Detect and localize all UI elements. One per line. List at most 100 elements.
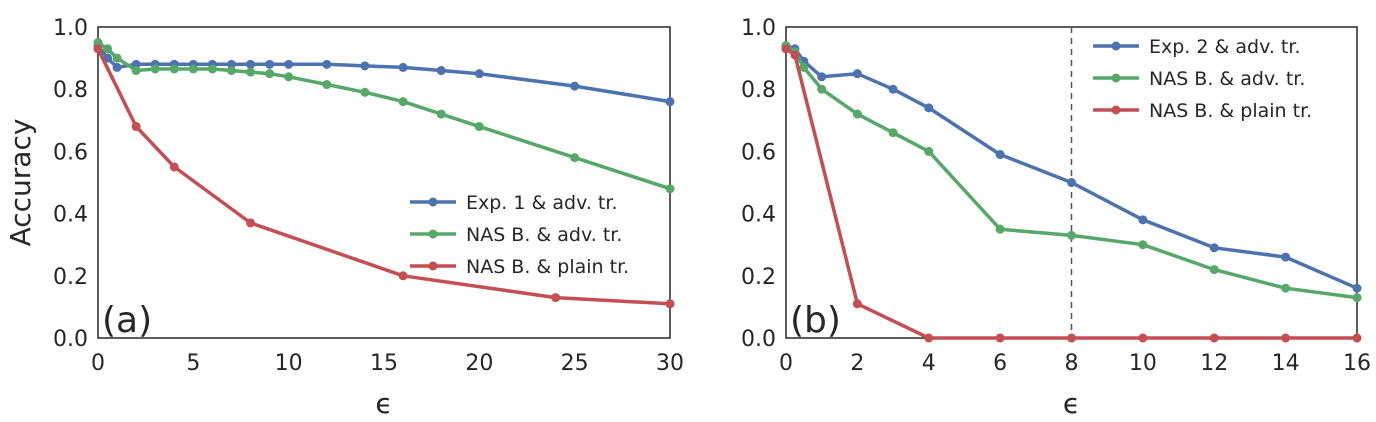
x-tick-label: 5 xyxy=(186,351,200,376)
x-tick-label: 10 xyxy=(275,351,303,376)
data-point xyxy=(436,66,446,76)
x-tick-label: 4 xyxy=(922,351,936,376)
data-point xyxy=(665,184,675,194)
y-tick-label: 0.6 xyxy=(741,140,776,165)
x-tick-label: 20 xyxy=(465,351,493,376)
data-point xyxy=(1067,230,1076,240)
data-point xyxy=(103,44,113,54)
data-point xyxy=(888,128,898,138)
x-tick-label: 30 xyxy=(656,351,684,376)
data-point xyxy=(1281,283,1291,293)
data-point xyxy=(852,109,862,119)
data-point xyxy=(888,84,898,94)
data-point xyxy=(1138,215,1148,225)
plot-frame xyxy=(97,26,671,339)
data-point xyxy=(790,50,800,60)
y-tick-label: 0.2 xyxy=(741,265,776,290)
data-point xyxy=(799,62,809,72)
y-tick-label: 1.0 xyxy=(741,16,776,41)
data-point xyxy=(924,103,934,113)
data-point xyxy=(112,53,122,63)
y-tick-label: 0.0 xyxy=(741,327,776,352)
data-point xyxy=(112,62,122,72)
y-tick-label: 0.8 xyxy=(741,78,776,103)
data-point xyxy=(551,293,561,303)
chart-panel-b: 0 2 4 6 8 10 12 14 16 0.0 0.2 0.4 0.6 0.8 1.0 ϵ Exp. 2 &… xyxy=(741,16,1371,420)
data-point xyxy=(1281,333,1291,343)
data-point xyxy=(665,299,675,309)
data-point xyxy=(398,62,408,72)
y-tick-label: 0.4 xyxy=(53,203,88,228)
data-point xyxy=(1138,240,1148,250)
data-point xyxy=(570,81,580,91)
data-point xyxy=(1209,333,1219,343)
data-point xyxy=(150,64,160,74)
x-tick-label: 15 xyxy=(370,351,398,376)
series-3 xyxy=(93,44,675,309)
legend-marker xyxy=(1111,73,1121,83)
legend-label: NAS B. & adv. tr. xyxy=(1149,68,1305,90)
legend: Exp. 2 & adv. tr. NAS B. & adv. tr. NAS B.… xyxy=(1093,36,1312,122)
data-point xyxy=(188,64,198,74)
x-axis-label: ϵ xyxy=(375,387,392,420)
data-point xyxy=(995,224,1005,234)
y-axis-label: Accuracy xyxy=(4,119,37,247)
data-point xyxy=(1067,178,1076,187)
data-point xyxy=(93,38,103,48)
series-line xyxy=(784,47,1357,340)
data-point xyxy=(1352,333,1362,343)
data-point xyxy=(93,44,103,54)
data-point xyxy=(360,61,370,71)
data-point xyxy=(226,66,236,76)
data-point xyxy=(995,333,1005,343)
legend-marker xyxy=(428,229,438,239)
legend-label: Exp. 1 & adv. tr. xyxy=(466,192,617,214)
legend-marker xyxy=(1111,41,1121,51)
y-tick-label: 1.0 xyxy=(53,16,88,41)
data-point xyxy=(924,146,934,156)
y-tick-label: 0.6 xyxy=(53,140,88,165)
data-point xyxy=(436,109,446,119)
data-point xyxy=(169,162,179,172)
y-tick-label: 0.8 xyxy=(53,78,88,103)
data-point xyxy=(781,44,791,54)
data-point xyxy=(1067,333,1076,343)
data-point xyxy=(852,299,862,309)
y-tick-label: 0.2 xyxy=(53,265,88,290)
data-point xyxy=(1209,243,1219,253)
y-tick-label: 0.0 xyxy=(53,327,88,352)
data-point xyxy=(398,97,408,107)
data-point xyxy=(1352,283,1362,293)
data-point xyxy=(207,64,217,74)
data-point xyxy=(246,67,256,77)
series-2 xyxy=(93,38,675,194)
data-point xyxy=(131,59,141,69)
data-point xyxy=(246,218,256,228)
data-point xyxy=(169,64,179,74)
data-point xyxy=(398,271,408,281)
panel-label: (b) xyxy=(790,300,841,341)
x-axis-label: ϵ xyxy=(1063,387,1080,420)
data-point xyxy=(1281,252,1291,262)
x-tick-label: 14 xyxy=(1272,351,1300,376)
x-tick-label: 16 xyxy=(1343,351,1371,376)
data-point xyxy=(284,72,294,82)
x-tick-label: 25 xyxy=(561,351,589,376)
x-tick-label: 12 xyxy=(1200,351,1228,376)
x-tick-label: 2 xyxy=(850,351,864,376)
legend-label: NAS B. & adv. tr. xyxy=(466,224,622,246)
data-point xyxy=(1352,293,1362,303)
data-point xyxy=(265,59,275,69)
data-point xyxy=(852,69,862,79)
x-tick-label: 0 xyxy=(779,351,793,376)
data-point xyxy=(322,59,332,69)
x-tick-label: 0 xyxy=(91,351,105,376)
data-point xyxy=(131,66,141,76)
data-point xyxy=(817,84,827,94)
data-point xyxy=(924,333,934,343)
legend-marker xyxy=(428,197,438,207)
series-3 xyxy=(781,44,1362,343)
data-point xyxy=(360,87,370,97)
x-tick-label: 8 xyxy=(1065,351,1079,376)
chart-panel-a: 0 5 10 15 20 25 30 0.0 0.2 0.4 0.6 0.8 1.0 ϵ Accuracy E… xyxy=(4,16,684,420)
